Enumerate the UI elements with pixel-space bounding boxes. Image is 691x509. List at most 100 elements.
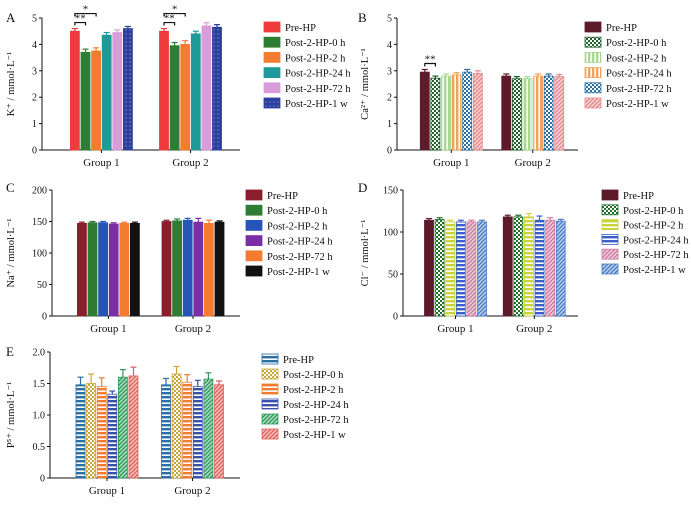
y-axis-label: K⁺ / mmol·L⁻¹ xyxy=(6,52,17,116)
y-tick-label: 200 xyxy=(32,186,47,197)
legend-swatch xyxy=(601,204,619,216)
bar-C-0-0 xyxy=(77,222,87,317)
legend-label: Pre-HP xyxy=(606,23,637,34)
legend-label: Pre-HP xyxy=(623,191,654,202)
bar-A-0-1 xyxy=(80,51,91,151)
bar-A-1-1 xyxy=(169,45,180,151)
x-tick-label: Group 1 xyxy=(90,323,126,335)
legend-swatch xyxy=(263,67,281,78)
legend-swatch xyxy=(584,36,602,48)
legend-label: Post-2-HP-72 h xyxy=(283,415,349,426)
legend-label: Post-2-HP-2 h xyxy=(606,53,667,64)
x-tick-label: Group 2 xyxy=(172,157,208,169)
legend-label: Post-2-HP-24 h xyxy=(623,235,689,246)
legend-swatch xyxy=(263,82,281,94)
y-tick-label: 100 xyxy=(383,228,398,239)
bar-C-1-3 xyxy=(193,221,204,317)
y-tick-label: 0 xyxy=(387,146,392,157)
significance-bracket xyxy=(424,62,436,67)
panel-letter: D xyxy=(358,180,367,195)
y-axis-label: Ca²⁺ / mmol·L⁻¹ xyxy=(360,48,371,120)
bar-A-0-0 xyxy=(70,30,80,151)
legend-swatch xyxy=(584,82,602,94)
legend-swatch xyxy=(601,219,619,231)
bar-D-0-5 xyxy=(477,221,487,317)
legend-swatch xyxy=(245,189,263,201)
significance-label: ** xyxy=(75,13,86,25)
bar-C-1-1 xyxy=(172,220,183,317)
legend-swatch xyxy=(245,250,263,262)
bar-C-1-5 xyxy=(214,221,225,317)
y-axis-label: Cl⁻ / mmol·L⁻¹ xyxy=(360,220,371,287)
bar-D-1-3 xyxy=(534,219,545,317)
bar-A-1-2 xyxy=(180,44,191,151)
bar-D-1-0 xyxy=(502,216,513,317)
y-tick-label: 2.0 xyxy=(33,348,46,359)
bar-B-1-0 xyxy=(501,75,512,151)
legend-label: Post-2-HP-72 h xyxy=(606,84,672,95)
significance-label: * xyxy=(83,4,89,16)
legend-label: Post-2-HP-2 h xyxy=(285,53,346,64)
legend-label: Post-2-HP-24 h xyxy=(283,400,349,411)
legend-label: Post-2-HP-1 w xyxy=(267,267,330,278)
bar-B-1-1 xyxy=(511,78,522,151)
legend-label: Post-2-HP-2 h xyxy=(267,221,328,232)
legend-swatch xyxy=(601,263,619,275)
legend-label: Post-2-HP-72 h xyxy=(285,84,351,95)
bar-E-0-4 xyxy=(118,376,128,479)
y-tick-label: 150 xyxy=(32,217,47,228)
significance-label: * xyxy=(172,4,178,16)
legend-label: Post-2-HP-1 w xyxy=(283,430,346,441)
y-tick-label: 1 xyxy=(387,119,392,130)
y-tick-label: 3 xyxy=(32,66,37,77)
bar-C-1-2 xyxy=(182,219,193,317)
bar-D-0-2 xyxy=(445,221,456,317)
panel-letter: E xyxy=(6,344,14,359)
y-tick-label: 1.0 xyxy=(33,411,46,422)
bar-A-0-5 xyxy=(123,28,133,151)
legend-label: Post-2-HP-1 w xyxy=(623,265,686,276)
significance-label: ** xyxy=(164,13,175,25)
bar-E-1-5 xyxy=(214,384,224,479)
bar-C-0-1 xyxy=(87,222,98,317)
y-axis-label: Na⁺ / mmol·L⁻¹ xyxy=(6,218,17,287)
x-tick-label: Group 2 xyxy=(516,323,552,335)
y-tick-label: 1 xyxy=(32,119,37,130)
legend-swatch xyxy=(584,52,602,63)
legend-swatch xyxy=(261,368,279,380)
bar-B-0-1 xyxy=(430,77,441,151)
bar-A-1-5 xyxy=(212,26,222,151)
y-tick-label: 0 xyxy=(393,312,398,323)
y-tick-label: 1.5 xyxy=(33,379,46,390)
y-tick-label: 50 xyxy=(37,280,47,291)
significance-bracket xyxy=(163,21,176,26)
y-tick-label: 0.5 xyxy=(33,442,46,453)
x-tick-label: Group 2 xyxy=(175,323,211,335)
legend-label: Post-2-HP-24 h xyxy=(285,69,351,80)
significance-bracket xyxy=(163,12,186,17)
legend-label: Post-2-HP-72 h xyxy=(267,252,333,263)
legend-swatch xyxy=(261,398,279,410)
panel-letter: A xyxy=(6,10,16,25)
legend-swatch xyxy=(245,235,263,247)
bar-D-1-5 xyxy=(555,220,566,317)
bar-A-0-4 xyxy=(112,32,123,151)
legend-swatch xyxy=(584,21,602,33)
legend-swatch xyxy=(261,353,279,365)
bar-A-1-0 xyxy=(159,30,169,151)
legend-swatch xyxy=(601,233,619,245)
panel-letter: C xyxy=(6,180,15,195)
bar-A-1-4 xyxy=(201,25,212,151)
significance-bracket xyxy=(74,21,87,26)
y-tick-label: 4 xyxy=(32,40,37,51)
x-tick-label: Group 1 xyxy=(437,323,473,335)
legend-label: Post-2-HP-2 h xyxy=(623,221,684,232)
bar-B-1-3 xyxy=(533,75,543,151)
y-tick-label: 4 xyxy=(387,40,392,51)
bar-D-1-4 xyxy=(545,219,556,317)
legend-swatch xyxy=(245,219,263,231)
bar-D-0-1 xyxy=(434,218,445,317)
x-tick-label: Group 2 xyxy=(515,157,551,169)
legend-swatch xyxy=(261,413,279,425)
